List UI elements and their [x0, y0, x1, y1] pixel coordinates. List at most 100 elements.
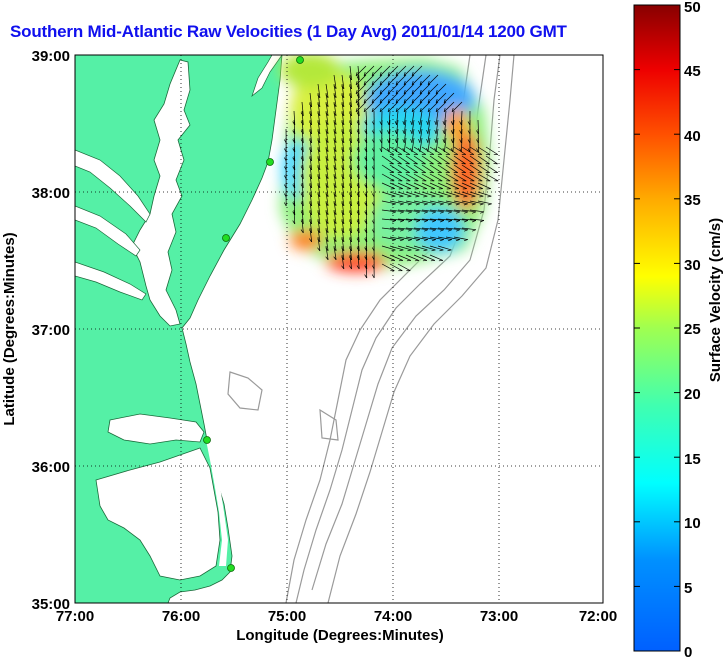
velocity-arrow: [477, 146, 490, 155]
velocity-arrow: [445, 200, 460, 205]
velocity-arrow: [388, 128, 391, 144]
velocity-arrow-head: [391, 239, 396, 242]
velocity-arrow-head: [455, 203, 460, 206]
velocity-arrow-head: [399, 203, 404, 206]
velocity-arrow: [421, 173, 435, 182]
velocity-arrow: [445, 182, 459, 190]
velocity-arrow: [397, 245, 412, 251]
velocity-arrow: [411, 119, 415, 134]
velocity-arrow: [309, 137, 313, 152]
velocity-arrow: [395, 65, 407, 77]
velocity-arrow: [317, 101, 321, 116]
velocity-arrow: [349, 182, 352, 197]
velocity-arrow: [381, 209, 396, 213]
velocity-arrow: [421, 218, 436, 221]
velocity-arrow-head: [456, 211, 461, 214]
velocity-arrow: [293, 128, 296, 144]
velocity-arrow: [437, 227, 452, 231]
velocity-arrow: [429, 218, 444, 221]
velocity-arrow: [485, 146, 498, 155]
velocity-arrow: [301, 155, 304, 170]
colorbar-ticks: [634, 4, 680, 652]
velocity-arrow: [381, 227, 396, 231]
velocity-arrow: [421, 155, 434, 165]
velocity-arrow-head: [407, 249, 412, 252]
velocity-arrow: [301, 110, 304, 125]
velocity-arrow-head: [394, 139, 397, 144]
velocity-arrow-head: [439, 195, 444, 198]
velocity-arrow: [419, 101, 431, 113]
velocity-arrow: [309, 182, 313, 197]
velocity-arrow: [325, 146, 329, 161]
velocity-arrow: [453, 191, 468, 197]
velocity-arrow-head: [292, 220, 296, 225]
velocity-arrow: [309, 101, 313, 116]
velocity-arrow: [389, 155, 402, 165]
velocity-arrow-head: [399, 239, 404, 242]
velocity-arrow: [365, 191, 368, 207]
velocity-arrow: [421, 245, 436, 251]
chesapeake-bay: [131, 59, 191, 327]
velocity-arrow: [365, 227, 368, 243]
x-tick-label: 77:00: [56, 608, 94, 625]
velocity-arrow: [349, 200, 352, 215]
velocity-arrow: [349, 254, 352, 269]
velocity-arrow: [453, 155, 466, 165]
velocity-arrow: [349, 65, 352, 80]
velocity-arrow-head: [364, 274, 368, 279]
velocity-arrow-head: [387, 99, 390, 103]
velocity-arrow: [427, 92, 439, 104]
velocity-arrow: [419, 83, 431, 95]
velocity-arrow: [293, 209, 296, 225]
velocity-arrow: [325, 164, 329, 179]
velocity-arrow-head: [387, 90, 390, 94]
velocity-arrow: [341, 128, 345, 143]
x-axis-label: Longitude (Degrees:Minutes): [236, 627, 444, 644]
velocity-arrow: [371, 65, 383, 77]
velocity-arrow: [429, 236, 444, 240]
x-tick-labels: 77:00 76:00 75:00 74:00 73:00 72:00: [56, 608, 617, 625]
radar-station: [203, 436, 211, 444]
y-tick-label: 35:00: [32, 596, 70, 613]
velocity-arrow: [435, 128, 439, 143]
velocity-arrow: [397, 191, 412, 197]
velocity-arrow: [349, 101, 352, 116]
velocity-arrow: [405, 164, 418, 173]
velocity-arrow: [427, 128, 431, 143]
velocity-arrow: [429, 146, 442, 155]
velocity-arrow: [309, 128, 313, 143]
velocity-arrow: [363, 101, 375, 113]
velocity-arrow-head: [333, 256, 337, 261]
velocity-arrow-head: [455, 195, 460, 198]
velocity-arrow: [477, 200, 492, 205]
velocity-arrow-head: [399, 249, 404, 252]
velocity-arrow: [485, 173, 499, 182]
velocity-arrow: [403, 92, 415, 104]
york-river: [75, 261, 147, 301]
velocity-arrow: [411, 110, 415, 125]
velocity-arrow: [427, 101, 439, 113]
velocity-arrow-head: [379, 130, 383, 135]
velocity-arrow: [419, 119, 423, 134]
velocity-arrow-head: [407, 239, 412, 242]
velocity-arrow: [429, 164, 442, 173]
velocity-arrow-head: [435, 108, 438, 112]
y-tick-label: 36:00: [32, 459, 70, 476]
velocity-arrow: [381, 245, 396, 251]
velocity-arrow: [301, 146, 304, 161]
velocity-arrow: [317, 173, 321, 188]
velocity-arrow: [357, 209, 360, 224]
velocity-arrow: [429, 209, 444, 213]
velocity-arrow: [333, 146, 337, 161]
velocity-arrow: [349, 128, 352, 143]
velocity-arrow: [452, 137, 455, 153]
velocity-arrow-head: [426, 129, 429, 134]
velocity-arrow: [293, 164, 296, 180]
velocity-arrow: [381, 155, 394, 165]
velocity-arrow: [309, 173, 313, 188]
velocity-arrow: [341, 182, 345, 197]
velocity-arrow: [325, 119, 329, 134]
velocity-arrow: [445, 209, 460, 213]
velocity-arrow: [317, 119, 321, 134]
velocity-arrow: [469, 218, 484, 221]
